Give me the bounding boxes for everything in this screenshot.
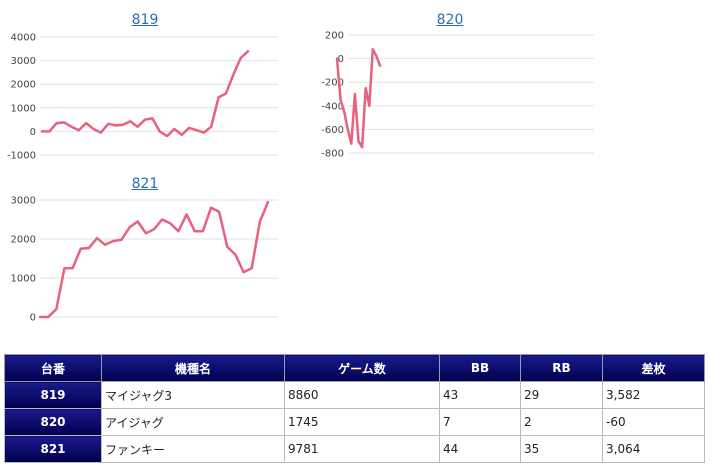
chart-plot-820: 200 0 -200 -400 -600 -800 (321, 31, 594, 160)
bb-count: 7 (439, 408, 521, 436)
y-tick-label: -200 (321, 78, 344, 89)
y-tick-label: 0 (338, 54, 344, 65)
y-tick-label: -1000 (7, 151, 36, 162)
machine-number: 821 (4, 435, 102, 463)
chart-821: 821 3000 2000 1000 0 (0, 176, 290, 326)
series-line (38, 200, 270, 319)
machine-name: アイジャグ (101, 408, 285, 436)
machine-number: 820 (4, 408, 102, 436)
rb-count: 29 (520, 381, 603, 409)
rb-count: 35 (520, 435, 603, 463)
machine-number: 819 (4, 381, 102, 409)
y-tick-label: -400 (321, 101, 344, 112)
y-tick-label: 1000 (11, 274, 36, 285)
header-rb: RB (520, 354, 603, 382)
table-row: 819 マイジャグ3 8860 43 29 3,582 (4, 381, 705, 409)
chart-title-821[interactable]: 821 (131, 176, 159, 192)
chart-819: 819 4000 3000 2000 1000 0 -1000 (0, 12, 290, 162)
machine-data-table: 台番 機種名 ゲーム数 BB RB 差枚 819 マイジャグ3 8860 43 … (4, 354, 705, 463)
bb-count: 43 (439, 381, 521, 409)
y-tick-label: 1000 (11, 103, 36, 114)
chart-title-819[interactable]: 819 (131, 12, 159, 28)
y-tick-label: 3000 (11, 56, 36, 67)
machine-name: ファンキー (101, 435, 285, 463)
rb-count: 2 (520, 408, 603, 436)
series-line (335, 47, 382, 149)
table-row: 820 アイジャグ 1745 7 2 -60 (4, 408, 705, 436)
y-tick-label: -600 (321, 125, 344, 136)
chart-plot-821: 3000 2000 1000 0 (11, 196, 278, 324)
y-tick-label: 3000 (11, 196, 36, 207)
diff-value: 3,582 (602, 381, 705, 409)
chart-plot-819: 4000 3000 2000 1000 0 -1000 (7, 33, 278, 162)
y-tick-label: 0 (30, 127, 36, 138)
bb-count: 44 (439, 435, 521, 463)
game-count: 8860 (284, 381, 440, 409)
header-machine-number: 台番 (4, 354, 102, 382)
header-game-count: ゲーム数 (284, 354, 440, 382)
y-tick-label: 2000 (11, 235, 36, 246)
chart-820: 820 200 0 -200 -400 -600 -800 (300, 12, 600, 162)
machine-name: マイジャグ3 (101, 381, 285, 409)
header-diff: 差枚 (602, 354, 705, 382)
game-count: 9781 (284, 435, 440, 463)
y-tick-label: 200 (325, 31, 344, 42)
series-line (40, 49, 250, 138)
chart-title-820[interactable]: 820 (436, 12, 464, 28)
game-count: 1745 (284, 408, 440, 436)
y-tick-label: 4000 (11, 33, 36, 44)
diff-value: -60 (602, 408, 705, 436)
header-machine-name: 機種名 (101, 354, 285, 382)
table-header-row: 台番 機種名 ゲーム数 BB RB 差枚 (4, 354, 705, 382)
y-tick-label: 0 (30, 313, 36, 324)
diff-value: 3,064 (602, 435, 705, 463)
header-bb: BB (439, 354, 521, 382)
y-tick-label: 2000 (11, 80, 36, 91)
y-tick-label: -800 (321, 149, 344, 160)
table-row: 821 ファンキー 9781 44 35 3,064 (4, 435, 705, 463)
